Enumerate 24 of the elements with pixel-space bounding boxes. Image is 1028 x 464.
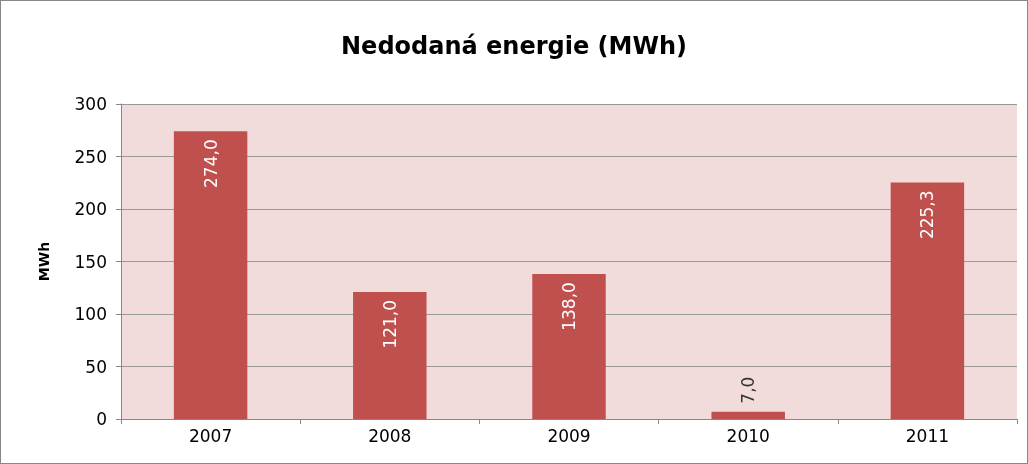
bar bbox=[890, 182, 965, 419]
bar bbox=[173, 131, 248, 419]
bar bbox=[532, 274, 606, 419]
y-tick-label: 300 bbox=[74, 94, 107, 114]
y-tick-label: 0 bbox=[96, 409, 107, 429]
y-tick-label: 100 bbox=[74, 304, 107, 324]
y-axis-title: MWh bbox=[36, 241, 52, 282]
x-tick-label: 2010 bbox=[726, 425, 770, 446]
x-tick-label: 2007 bbox=[188, 425, 233, 446]
y-tick-label: 250 bbox=[74, 146, 107, 167]
bar bbox=[353, 291, 427, 419]
x-tick-label: 2008 bbox=[368, 425, 412, 446]
x-tick-label: 2009 bbox=[547, 425, 591, 446]
y-tick-label: 150 bbox=[74, 251, 107, 272]
x-tick-label: 2011 bbox=[905, 425, 950, 446]
data-label: 274,0 bbox=[200, 139, 221, 188]
y-tick-label: 200 bbox=[74, 199, 107, 219]
y-tick-label: 50 bbox=[85, 356, 107, 377]
bar bbox=[711, 411, 785, 419]
chart-title: Nedodaná energie (MWh) bbox=[341, 32, 687, 60]
data-label: 225,3 bbox=[917, 190, 938, 240]
data-label: 138,0 bbox=[559, 282, 579, 331]
data-label: 121,0 bbox=[379, 299, 400, 349]
data-label: 7,0 bbox=[738, 376, 759, 404]
